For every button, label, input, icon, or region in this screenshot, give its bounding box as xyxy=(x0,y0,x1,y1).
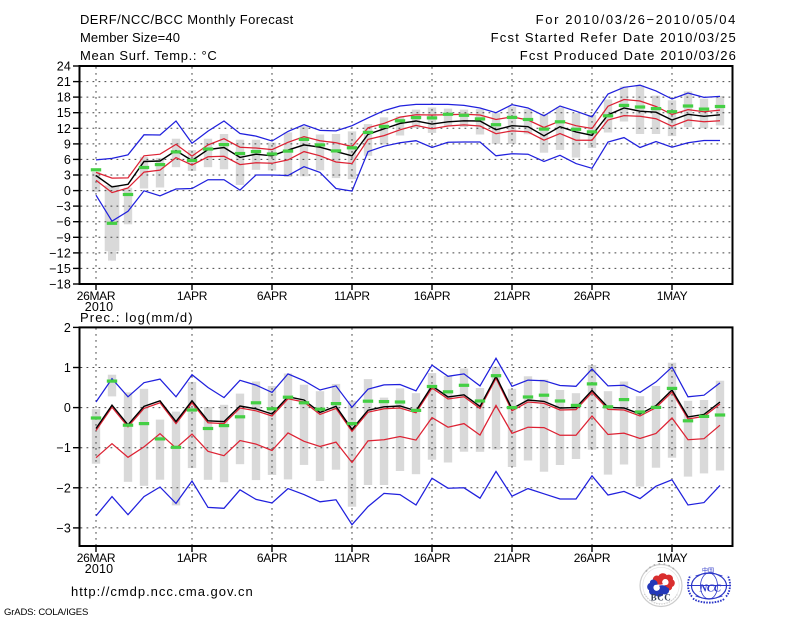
svg-text:Member Size=40: Member Size=40 xyxy=(80,30,180,45)
svg-text:11APR: 11APR xyxy=(334,551,370,565)
svg-text:−1: −1 xyxy=(56,441,71,455)
svg-text:26MAR: 26MAR xyxy=(77,289,116,303)
svg-text:18: 18 xyxy=(57,91,71,105)
svg-text:http://cmdp.ncc.cma.gov.cn: http://cmdp.ncc.cma.gov.cn xyxy=(71,584,254,599)
svg-text:Mean Surf. Temp.: °C: Mean Surf. Temp.: °C xyxy=(80,48,217,63)
svg-text:NCC: NCC xyxy=(698,583,721,595)
svg-text:−6: −6 xyxy=(56,215,71,229)
svg-text:−12: −12 xyxy=(49,246,71,260)
svg-text:DERF/NCC/BCC Monthly Forecast: DERF/NCC/BCC Monthly Forecast xyxy=(80,12,294,27)
svg-text:24: 24 xyxy=(57,60,71,74)
svg-text:2010: 2010 xyxy=(85,300,114,314)
svg-text:0: 0 xyxy=(64,401,71,415)
svg-text:−3: −3 xyxy=(56,521,71,535)
svg-text:−18: −18 xyxy=(49,278,71,292)
svg-text:1APR: 1APR xyxy=(177,551,208,565)
svg-text:26APR: 26APR xyxy=(574,551,611,565)
svg-text:Fcst Produced Date 2010/03/26: Fcst Produced Date 2010/03/26 xyxy=(520,48,737,63)
svg-text:−2: −2 xyxy=(56,481,71,495)
svg-text:9: 9 xyxy=(64,137,71,151)
svg-text:GrADS: COLA/IGES: GrADS: COLA/IGES xyxy=(4,607,88,618)
svg-text:6APR: 6APR xyxy=(257,551,288,565)
svg-text:2010: 2010 xyxy=(85,562,114,576)
svg-text:26MAR: 26MAR xyxy=(77,551,116,565)
svg-text:1MAY: 1MAY xyxy=(657,289,688,303)
svg-text:21APR: 21APR xyxy=(494,551,531,565)
svg-text:For 2010/03/26−2010/05/04: For 2010/03/26−2010/05/04 xyxy=(536,12,737,27)
svg-text:11APR: 11APR xyxy=(334,289,370,303)
svg-text:6APR: 6APR xyxy=(257,289,288,303)
svg-text:−9: −9 xyxy=(56,231,71,245)
svg-text:16APR: 16APR xyxy=(414,551,451,565)
svg-text:21APR: 21APR xyxy=(494,289,531,303)
svg-text:15: 15 xyxy=(57,106,71,120)
svg-text:1APR: 1APR xyxy=(177,289,208,303)
svg-text:6: 6 xyxy=(64,153,71,167)
svg-text:16APR: 16APR xyxy=(414,289,451,303)
svg-text:Fcst Started Refer Date 2010/0: Fcst Started Refer Date 2010/03/25 xyxy=(491,30,737,45)
svg-text:26APR: 26APR xyxy=(574,289,611,303)
svg-text:Prec.: log(mm/d): Prec.: log(mm/d) xyxy=(80,310,194,325)
svg-text:3: 3 xyxy=(64,169,71,183)
svg-text:12: 12 xyxy=(57,122,71,136)
svg-text:−15: −15 xyxy=(49,262,71,276)
svg-text:中国: 中国 xyxy=(702,567,714,575)
svg-text:BCC: BCC xyxy=(651,593,672,603)
svg-text:21: 21 xyxy=(57,75,71,89)
svg-text:2: 2 xyxy=(64,321,71,335)
svg-text:1MAY: 1MAY xyxy=(657,551,688,565)
svg-text:1: 1 xyxy=(64,361,71,375)
svg-text:−3: −3 xyxy=(56,200,71,214)
svg-text:0: 0 xyxy=(64,184,71,198)
